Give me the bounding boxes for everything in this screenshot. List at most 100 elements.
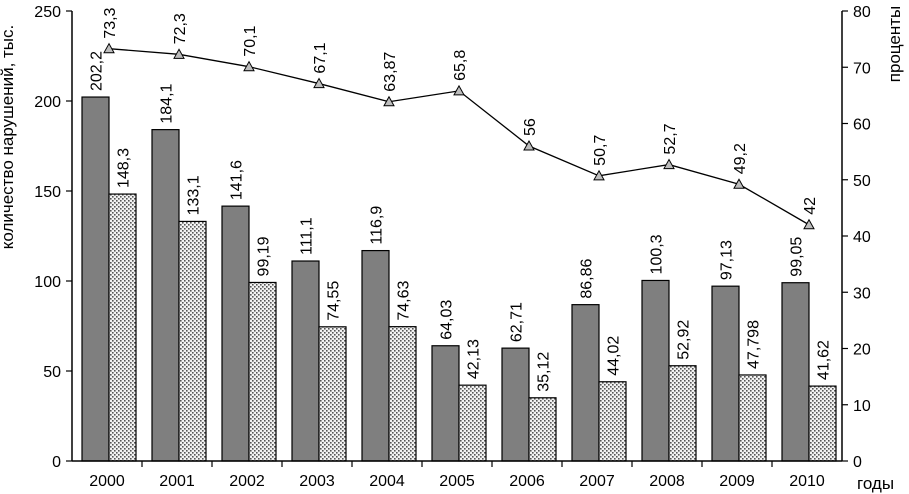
y-tick-label-200: 200 <box>34 94 61 111</box>
percent-marker-2004 <box>383 95 395 107</box>
bar-dotted-2005 <box>458 384 487 462</box>
data-label-dotted-2005: 42,13 <box>466 339 483 379</box>
data-label-dark-2009: 97,13 <box>719 240 736 280</box>
y2-tick-label-0: 0 <box>853 454 862 471</box>
x-tick-label-2007: 2007 <box>579 473 615 490</box>
x-tick-label-2009: 2009 <box>719 473 755 490</box>
data-label-dark-2004: 116,9 <box>369 206 386 245</box>
data-label-dotted-2007: 44,02 <box>606 336 623 376</box>
percent-label-2007: 50,7 <box>592 135 609 166</box>
data-label-dark-2010: 99,05 <box>789 237 806 277</box>
y-axis-title: количество нарушений, тыс. <box>0 25 17 250</box>
data-label-dark-2001: 184,1 <box>159 83 176 123</box>
y2-tick-label-10: 10 <box>853 398 871 415</box>
bar-dark-2008 <box>641 279 670 462</box>
y2-tick-label-40: 40 <box>853 229 871 246</box>
percent-label-2000: 73,3 <box>102 7 119 38</box>
bar-dotted-2002 <box>248 281 277 462</box>
data-label-dotted-2001: 133,1 <box>186 175 203 215</box>
percent-label-2005: 65,8 <box>452 50 469 81</box>
line-layer <box>103 42 815 230</box>
data-label-dark-2007: 86,86 <box>579 259 596 299</box>
bar-dark-2001 <box>151 129 180 462</box>
bars-layer <box>81 96 837 462</box>
percent-marker-2009 <box>733 178 745 189</box>
percent-label-2008: 52,7 <box>662 123 679 154</box>
y-tick-label-0: 0 <box>52 454 61 471</box>
data-label-dotted-2008: 52,92 <box>676 320 693 360</box>
percent-label-2004: 63,87 <box>382 52 399 92</box>
x-tick-label-2010: 2010 <box>789 473 825 490</box>
data-label-dotted-2003: 74,55 <box>326 281 343 321</box>
percent-marker-2006 <box>523 139 535 151</box>
x-tick-label-2000: 2000 <box>89 473 125 490</box>
percent-label-2009: 49,2 <box>732 143 749 174</box>
bar-dotted-2010 <box>808 385 837 462</box>
bar-dark-2002 <box>221 205 250 462</box>
bar-dotted-2003 <box>318 326 347 462</box>
percent-label-2003: 67,1 <box>312 42 329 73</box>
x-tick-label-2008: 2008 <box>649 473 685 490</box>
percent-marker-2005 <box>453 84 465 96</box>
y-tick-label-250: 250 <box>34 4 61 21</box>
data-label-dotted-2002: 99,19 <box>256 236 273 276</box>
x-tick-label-2002: 2002 <box>229 473 265 490</box>
x-tick-label-2001: 2001 <box>159 473 195 490</box>
y2-tick-label-80: 80 <box>853 4 871 21</box>
y2-tick-label-30: 30 <box>853 285 871 302</box>
percent-label-2010: 42 <box>802 197 819 215</box>
percent-label-2006: 56 <box>522 118 539 136</box>
percent-label-2002: 70,1 <box>242 25 259 56</box>
bar-dotted-2004 <box>388 326 417 462</box>
x-tick-label-2006: 2006 <box>509 473 545 490</box>
percent-marker-2001 <box>173 48 185 59</box>
bar-dark-2010 <box>781 282 810 462</box>
bar-dark-2006 <box>501 347 530 462</box>
y2-tick-label-20: 20 <box>853 342 871 359</box>
percent-marker-2010 <box>803 218 815 230</box>
percent-label-2001: 72,3 <box>172 13 189 44</box>
bar-dark-2000 <box>81 96 110 462</box>
bar-dotted-2008 <box>668 365 697 462</box>
percent-marker-2002 <box>243 60 255 72</box>
y2-axis-title: проценты <box>885 6 904 83</box>
data-label-dark-2008: 100,3 <box>649 234 666 274</box>
bar-dotted-2007 <box>598 381 627 462</box>
y2-tick-label-50: 50 <box>853 173 871 190</box>
data-label-dotted-2009: 47,798 <box>746 320 763 369</box>
bar-dark-2004 <box>361 249 390 462</box>
data-label-dark-2002: 141,6 <box>229 160 246 200</box>
bar-dotted-2009 <box>738 374 767 462</box>
x-tick-label-2005: 2005 <box>439 473 475 490</box>
data-label-dark-2005: 64,03 <box>439 300 456 340</box>
y-tick-label-150: 150 <box>34 184 61 201</box>
y-tick-label-100: 100 <box>34 274 61 291</box>
bar-dotted-2006 <box>528 397 557 462</box>
data-label-dotted-2006: 35,12 <box>536 352 553 392</box>
bar-dotted-2000 <box>108 193 137 462</box>
axes-layer: 2000 2001 2002 2003 2004 2005 2006 2007 2008 2009… <box>34 4 871 490</box>
y-tick-label-50: 50 <box>43 364 61 381</box>
percent-marker-2000 <box>103 42 115 54</box>
data-label-dark-2000: 202,2 <box>89 51 106 91</box>
x-tick-label-2003: 2003 <box>299 473 335 490</box>
percent-marker-2007 <box>593 169 605 181</box>
bar-dark-2003 <box>291 260 320 462</box>
percent-marker-2003 <box>313 77 325 89</box>
bar-dark-2007 <box>571 304 600 462</box>
x-tick-label-2004: 2004 <box>369 473 405 490</box>
data-label-dotted-2000: 148,3 <box>116 148 133 188</box>
data-label-dark-2006: 62,71 <box>509 302 526 342</box>
data-label-dotted-2004: 74,63 <box>396 281 413 321</box>
bar-dotted-2001 <box>178 220 207 462</box>
bar-dark-2005 <box>431 345 460 462</box>
data-label-dotted-2010: 41,62 <box>816 340 833 380</box>
y2-tick-label-60: 60 <box>853 117 871 134</box>
y2-tick-label-70: 70 <box>853 60 871 77</box>
bar-dark-2009 <box>711 285 740 462</box>
percent-marker-2008 <box>663 158 675 170</box>
data-labels-layer: 202,2 148,3 184,1 133,1 141,6 99,19 111,1 74,55… <box>89 7 833 391</box>
data-label-dark-2003: 111,1 <box>299 217 316 255</box>
x-axis-title: годы <box>857 474 894 493</box>
